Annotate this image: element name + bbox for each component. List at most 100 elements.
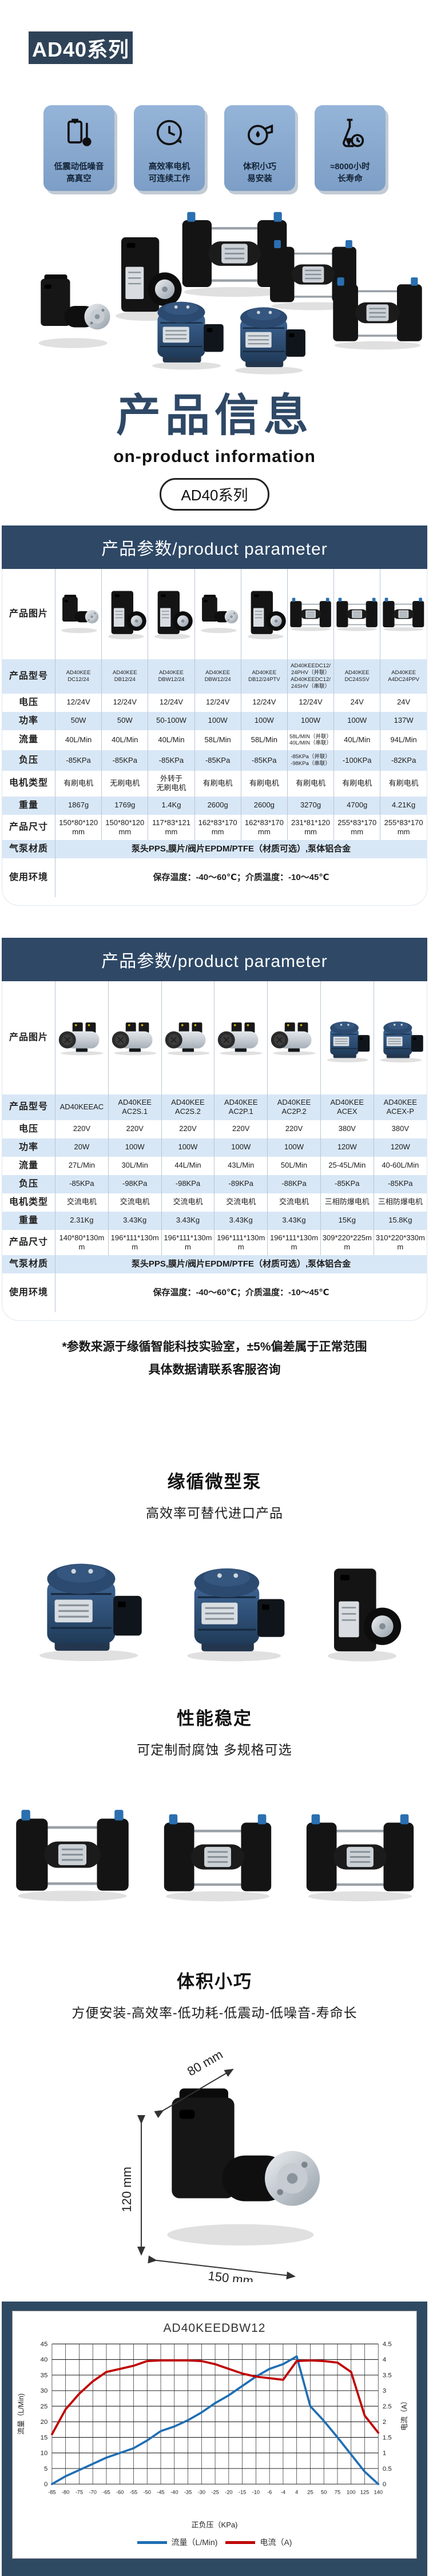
pump-twin-head-photo bbox=[162, 984, 214, 1092]
spec-cell: 43L/Min bbox=[214, 1156, 268, 1175]
spec-cell: 231*81*120mm bbox=[287, 814, 335, 840]
product-photo-cell bbox=[320, 981, 374, 1094]
spec-cell: 100W bbox=[287, 711, 335, 730]
spec-cell: 12/24V bbox=[241, 693, 288, 712]
parameter-table-1: 产品图片 产品型号 AD40KEE DC12/24 AD40KEE DB12/24 AD… bbox=[2, 569, 427, 906]
row-label: 负压 bbox=[2, 1174, 55, 1193]
pump-photo bbox=[159, 1811, 276, 1903]
spec-cell: -98KPa bbox=[161, 1174, 215, 1193]
legend-label: 流量（L/Min) bbox=[171, 2538, 218, 2547]
row-label: 气泵材质 bbox=[2, 840, 55, 858]
pump-blue-dome-photo bbox=[321, 984, 373, 1092]
pump-black-tower-photo bbox=[242, 571, 287, 657]
row-label: 使用环境 bbox=[2, 1273, 55, 1312]
table-row: 使用环境 保存温度：-40～60℃；介质温度：-10～45℃ bbox=[2, 858, 427, 897]
spec-cell: 94L/Min bbox=[390, 735, 417, 744]
svg-text:-85: -85 bbox=[48, 2490, 55, 2495]
spec-cell: 50L/Min bbox=[267, 1156, 321, 1175]
table-row: 气泵材质 泵头PPS,膜片/阀片EPDM/PTFE（材质可选）,泵体铝合金 bbox=[2, 1255, 427, 1273]
svg-text:2.5: 2.5 bbox=[383, 2403, 392, 2410]
svg-text:40: 40 bbox=[41, 2356, 48, 2363]
svg-text:3: 3 bbox=[383, 2388, 386, 2395]
spec-cell: 100W bbox=[161, 1138, 215, 1157]
row-label: 电压 bbox=[2, 693, 55, 712]
pump-photo bbox=[29, 269, 114, 355]
legend-label: 电流（A) bbox=[260, 2538, 292, 2547]
spec-cell: -85KPa bbox=[194, 750, 241, 771]
table-row: 电压 220V 220V 220V 220V 220V 380V 380V bbox=[2, 1120, 427, 1138]
product-photo-cell bbox=[101, 569, 149, 659]
row-label: 气泵材质 bbox=[2, 1255, 55, 1273]
pump-black-l-photo bbox=[56, 571, 101, 657]
spec-cell: 24V bbox=[333, 693, 381, 712]
product-photo-cell bbox=[287, 569, 335, 659]
spec-cell: 380V bbox=[320, 1120, 374, 1138]
spec-cell: 137W bbox=[394, 716, 414, 725]
pump-photo bbox=[143, 286, 229, 372]
row-label: 电机类型 bbox=[2, 1193, 55, 1212]
spec-cell: 120W bbox=[320, 1138, 374, 1157]
spec-cell: 15.8Kg bbox=[388, 1216, 412, 1225]
spec-cell: -89KPa bbox=[214, 1174, 268, 1193]
spec-cell: 27L/Min bbox=[55, 1156, 109, 1175]
product-photo-cell bbox=[380, 569, 427, 659]
svg-text:125: 125 bbox=[360, 2490, 370, 2495]
row-label: 电机类型 bbox=[2, 771, 55, 797]
spec-cell: 196*111*130mm bbox=[161, 1229, 215, 1255]
pump-photo bbox=[26, 1541, 149, 1664]
chart-x-axis-label: 正负压（KPa) bbox=[191, 2521, 238, 2530]
feature-card-compact: 体积小巧 易安装 bbox=[224, 105, 295, 191]
spec-cell: 4700g bbox=[333, 796, 381, 815]
spec-cell: 196*111*130mm bbox=[108, 1229, 162, 1255]
row-label: 负压 bbox=[2, 750, 55, 771]
table-row: 产品型号 AD40KEE DC12/24 AD40KEE DB12/24 AD40KE… bbox=[2, 659, 427, 694]
spec-span-cell: 泵头PPS,膜片/阀片EPDM/PTFE（材质可选）,泵体铝合金 bbox=[131, 1259, 351, 1269]
table-header: 产品参数/product parameter bbox=[2, 938, 427, 981]
spec-cell: 有刷电机 bbox=[333, 771, 381, 797]
row-label: 产品型号 bbox=[2, 659, 55, 694]
svg-text:25: 25 bbox=[307, 2490, 313, 2495]
spec-cell: 1.4Kg bbox=[148, 796, 195, 815]
feature-label: ≈8000小时 长寿命 bbox=[330, 162, 370, 184]
pump-photo bbox=[329, 274, 426, 351]
spec-cell: 2600g bbox=[194, 796, 241, 815]
row-label: 产品尺寸 bbox=[2, 814, 55, 840]
row-label: 功率 bbox=[2, 1138, 55, 1157]
spec-cell: 58L/Min bbox=[194, 730, 241, 751]
page-subtitle: on-product information bbox=[113, 447, 316, 466]
section-subtitle: 方便安装-高效率-低功耗-低震动-低噪音-寿命长 bbox=[72, 2005, 357, 2020]
spec-cell: AD40KEE AC2S.1 bbox=[108, 1094, 162, 1120]
table-row: 产品图片 bbox=[2, 569, 427, 659]
spec-cell: 100W bbox=[214, 1138, 268, 1157]
spec-cell: AD40KEE DC24SSV bbox=[333, 659, 381, 694]
spec-cell: -100KPa bbox=[333, 750, 381, 771]
svg-text:140: 140 bbox=[374, 2490, 383, 2495]
feature-card-continuous-work: 高效率电机 可连续工作 bbox=[134, 105, 205, 191]
svg-text:-6: -6 bbox=[267, 2490, 272, 2495]
section-subtitle: 可定制耐腐蚀 多规格可选 bbox=[137, 1742, 292, 1757]
spec-cell: 外转于 无刷电机 bbox=[148, 771, 195, 797]
svg-text:15: 15 bbox=[41, 2434, 48, 2441]
spec-cell: AD40KEE DBW12/24 bbox=[194, 659, 241, 694]
spec-cell: 24V bbox=[397, 698, 411, 707]
table-row: 电压 12/24V 12/24V 12/24V 12/24V 12/24V 12/24V 24… bbox=[2, 693, 427, 712]
table-row: 重量 2.31Kg 3.43Kg 3.43Kg 3.43Kg 3.43Kg 15Kg 15.8… bbox=[2, 1211, 427, 1230]
table-row: 产品尺寸 140*80*130mm 196*111*130mm 196*111*130… bbox=[2, 1229, 427, 1255]
spec-cell: AD40KEE DB12/24PTV bbox=[241, 659, 288, 694]
product-collage bbox=[0, 206, 429, 372]
chart-panel: AD40KEEDBW12 0 0 5 0.5 10 1 15 1.5 20 2 25 2.5 30 3 35… bbox=[12, 2311, 417, 2559]
feature-label: 体积小巧 易安装 bbox=[243, 162, 276, 184]
pump-h-frame-photo bbox=[381, 571, 426, 657]
spec-cell: AD40KEE A4DC24PPV bbox=[388, 669, 420, 683]
pump-black-tower-photo bbox=[149, 571, 193, 657]
page-title: 产品信息 bbox=[116, 390, 313, 440]
spec-span-cell: 保存温度：-40～60℃；介质温度：-10～45℃ bbox=[153, 872, 329, 882]
spec-cell: -85KPa（并联） -98KPa（串联） bbox=[287, 750, 335, 771]
svg-text:-35: -35 bbox=[184, 2490, 192, 2495]
spec-cell: 3.43Kg bbox=[267, 1211, 321, 1230]
spec-cell: 58L/MIN（并联） 40L/MIN（串联） bbox=[287, 730, 335, 751]
spec-cell: 12/24V bbox=[148, 693, 195, 712]
spec-cell: 196*111*130mm bbox=[214, 1229, 268, 1255]
row-label: 流量 bbox=[2, 730, 55, 751]
section-title: 体积小巧 bbox=[177, 1972, 252, 1992]
